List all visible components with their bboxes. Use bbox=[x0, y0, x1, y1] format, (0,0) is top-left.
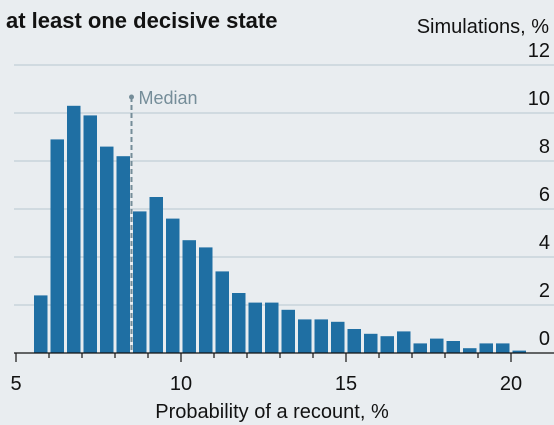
median-marker: Median bbox=[129, 88, 198, 353]
chart-title: at least one decisive state bbox=[6, 8, 277, 33]
y-tick-labels: 0 2 4 6 8 10 12 bbox=[528, 40, 550, 350]
histogram-bar bbox=[430, 338, 444, 353]
histogram-bar bbox=[331, 321, 345, 353]
histogram-bar bbox=[166, 218, 180, 353]
histogram-bar bbox=[199, 247, 213, 353]
histogram-bar bbox=[133, 211, 147, 353]
histogram-bar bbox=[67, 105, 81, 353]
median-dot bbox=[129, 94, 134, 100]
median-label: Median bbox=[139, 88, 198, 108]
histogram-bar bbox=[83, 115, 97, 354]
y-tick-label: 10 bbox=[528, 88, 550, 110]
histogram-bar bbox=[281, 309, 295, 353]
histogram-bar bbox=[364, 333, 378, 353]
histogram-bar bbox=[496, 343, 510, 353]
histogram-bar bbox=[512, 350, 526, 353]
histogram-bar bbox=[248, 302, 262, 353]
histogram-bar bbox=[232, 293, 246, 353]
histogram-bar bbox=[380, 336, 394, 353]
histogram-bar bbox=[116, 156, 130, 353]
histogram-bar bbox=[100, 146, 114, 353]
histogram-bar bbox=[298, 319, 312, 353]
x-axis: 5 10 15 20 bbox=[10, 352, 554, 395]
x-tick-label: 20 bbox=[500, 373, 522, 395]
y-tick-label: 8 bbox=[539, 136, 550, 158]
y-tick-label: 0 bbox=[539, 328, 550, 350]
histogram-bar bbox=[34, 295, 48, 353]
x-tick-label: 5 bbox=[10, 373, 21, 395]
x-tick-label: 15 bbox=[335, 373, 357, 395]
histogram-bar bbox=[182, 240, 196, 353]
histogram-bar bbox=[463, 348, 477, 353]
y-tick-label: 12 bbox=[528, 40, 550, 62]
histogram-bar bbox=[314, 319, 328, 353]
histogram-bar bbox=[50, 139, 64, 353]
y-axis-label: Simulations, % bbox=[417, 16, 549, 38]
histogram-bar bbox=[347, 329, 361, 353]
histogram-bar bbox=[446, 341, 460, 353]
histogram-bar bbox=[265, 302, 279, 353]
x-axis-label: Probability of a recount, % bbox=[155, 401, 389, 423]
histogram-bar bbox=[397, 331, 411, 353]
x-tick-label: 10 bbox=[170, 373, 192, 395]
y-tick-label: 2 bbox=[539, 280, 550, 302]
y-tick-label: 6 bbox=[539, 184, 550, 206]
histogram-bar bbox=[215, 271, 229, 353]
y-tick-label: 4 bbox=[539, 232, 550, 254]
histogram-bar bbox=[479, 343, 493, 353]
histogram-bar bbox=[149, 197, 163, 353]
bars bbox=[34, 105, 526, 354]
histogram-bar bbox=[413, 343, 427, 353]
